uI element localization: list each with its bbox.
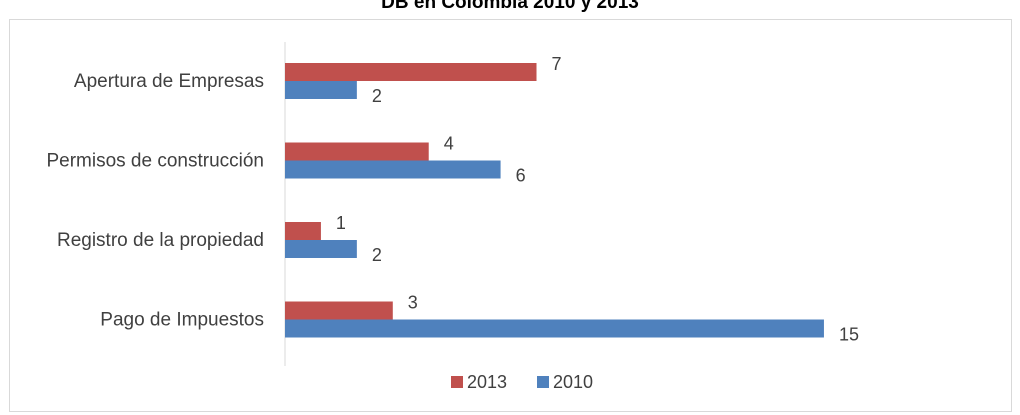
legend-label-2013: 2013 [467,372,507,392]
value-label-2010-pago-de-impuestos: 15 [839,324,859,344]
value-label-2010-registro-de-la-propiedad: 2 [372,245,382,265]
value-label-2013-registro-de-la-propiedad: 1 [336,213,346,233]
chart-title: DB en Colombia 2010 y 2013 [381,0,639,13]
bar-2013-registro-de-la-propiedad [285,222,321,240]
legend: 2013 2010 [451,372,593,392]
value-label-2013-pago-de-impuestos: 3 [408,292,418,312]
bar-2010-permisos-de-construccion [285,160,501,179]
chart-frame [9,19,1012,412]
bar-2013-pago-de-impuestos [285,301,393,320]
legend-swatch-2013 [451,376,463,388]
bar-2013-permisos-de-construccion [285,142,429,161]
bar-2010-registro-de-la-propiedad [285,240,357,258]
category-label-pago-de-impuestos: Pago de Impuestos [100,310,264,331]
legend-label-2010: 2010 [553,372,593,392]
legend-swatch-2010 [537,376,549,388]
bar-2010-pago-de-impuestos [285,319,824,338]
category-label-permisos-de-construccion: Permisos de construcción [46,151,264,172]
value-label-2010-permisos-de-construccion: 6 [516,165,526,185]
value-label-2010-apertura-de-empresas: 2 [372,86,382,106]
category-label-apertura-de-empresas: Apertura de Empresas [74,71,264,92]
value-label-2013-permisos-de-construccion: 4 [444,133,454,153]
bar-2013-apertura-de-empresas [285,63,537,81]
value-label-2013-apertura-de-empresas: 7 [552,54,562,74]
bar-2010-apertura-de-empresas [285,81,357,99]
category-label-registro-de-la-propiedad: Registro de la propiedad [57,230,264,251]
